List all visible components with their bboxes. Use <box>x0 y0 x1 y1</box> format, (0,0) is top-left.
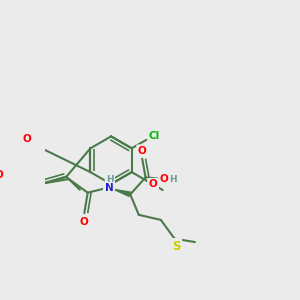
Polygon shape <box>108 188 131 197</box>
Text: O: O <box>80 217 89 226</box>
Text: O: O <box>23 134 32 144</box>
Text: O: O <box>0 169 4 180</box>
Text: N: N <box>105 183 113 194</box>
Text: Cl: Cl <box>149 131 160 141</box>
Text: O: O <box>138 146 146 156</box>
Text: O: O <box>160 174 169 184</box>
Text: H: H <box>169 175 177 184</box>
Text: S: S <box>172 240 181 253</box>
Text: H: H <box>106 176 114 184</box>
Text: O: O <box>149 179 158 190</box>
